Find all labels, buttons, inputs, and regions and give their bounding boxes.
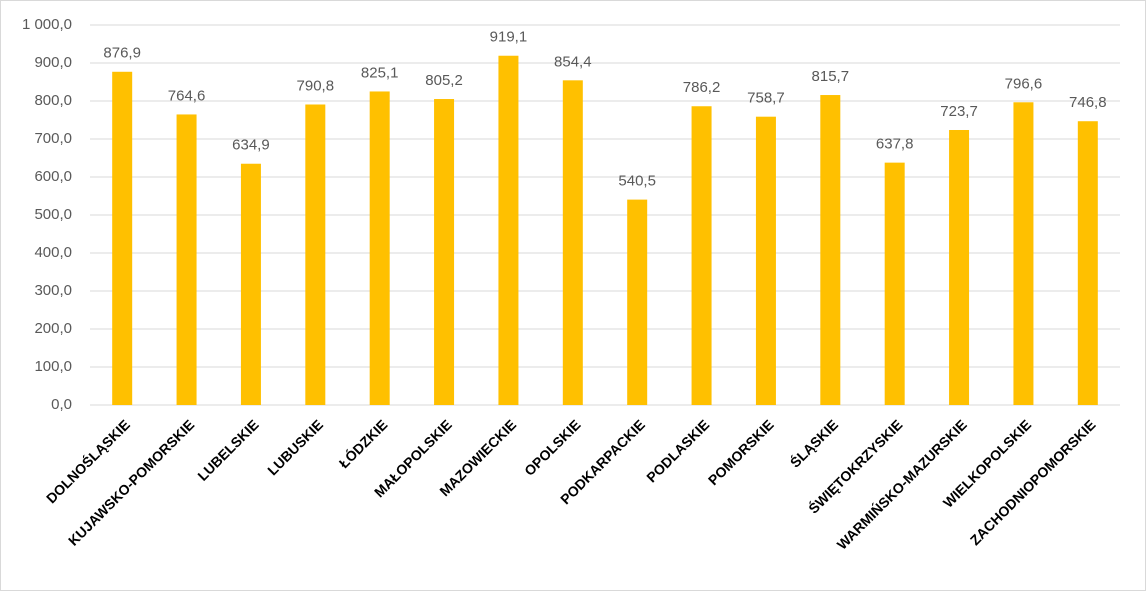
value-label: 758,7 (747, 90, 785, 107)
value-label: 540,5 (618, 173, 656, 190)
y-tick-label: 800,0 (34, 92, 72, 109)
value-label: 919,1 (490, 29, 528, 46)
bar (112, 71, 133, 405)
bar (562, 80, 583, 405)
value-label: 796,6 (1005, 75, 1043, 92)
bar (240, 163, 261, 405)
bar (627, 199, 648, 405)
y-tick-label: 1 000,0 (22, 16, 72, 33)
bar (820, 95, 841, 405)
bar (305, 104, 326, 405)
value-label: 786,2 (683, 79, 721, 96)
y-tick-label: 500,0 (34, 206, 72, 223)
y-tick-label: 0,0 (51, 396, 72, 413)
y-tick-label: 200,0 (34, 320, 72, 337)
value-label: 805,2 (425, 72, 463, 89)
value-label: 854,4 (554, 53, 592, 70)
y-tick-label: 900,0 (34, 54, 72, 71)
value-label: 764,6 (168, 87, 206, 104)
value-label: 746,8 (1069, 94, 1107, 111)
bar (1013, 102, 1034, 406)
value-label: 637,8 (876, 136, 914, 153)
y-tick-label: 400,0 (34, 244, 72, 261)
bar (691, 106, 712, 405)
bar (176, 114, 197, 406)
value-label: 634,9 (232, 137, 270, 154)
y-tick-label: 100,0 (34, 358, 72, 375)
bar (434, 99, 455, 406)
bar (884, 162, 905, 405)
value-label: 723,7 (940, 103, 978, 120)
y-tick-label: 700,0 (34, 130, 72, 147)
value-label: 790,8 (297, 77, 335, 94)
value-label: 815,7 (812, 68, 850, 85)
y-tick-label: 300,0 (34, 282, 72, 299)
bar (498, 55, 519, 405)
bar (755, 116, 776, 405)
bar (949, 129, 970, 405)
bar (369, 91, 390, 405)
value-label: 876,9 (103, 45, 141, 62)
value-label: 825,1 (361, 64, 399, 81)
y-tick-label: 600,0 (34, 168, 72, 185)
bar (1077, 121, 1098, 405)
